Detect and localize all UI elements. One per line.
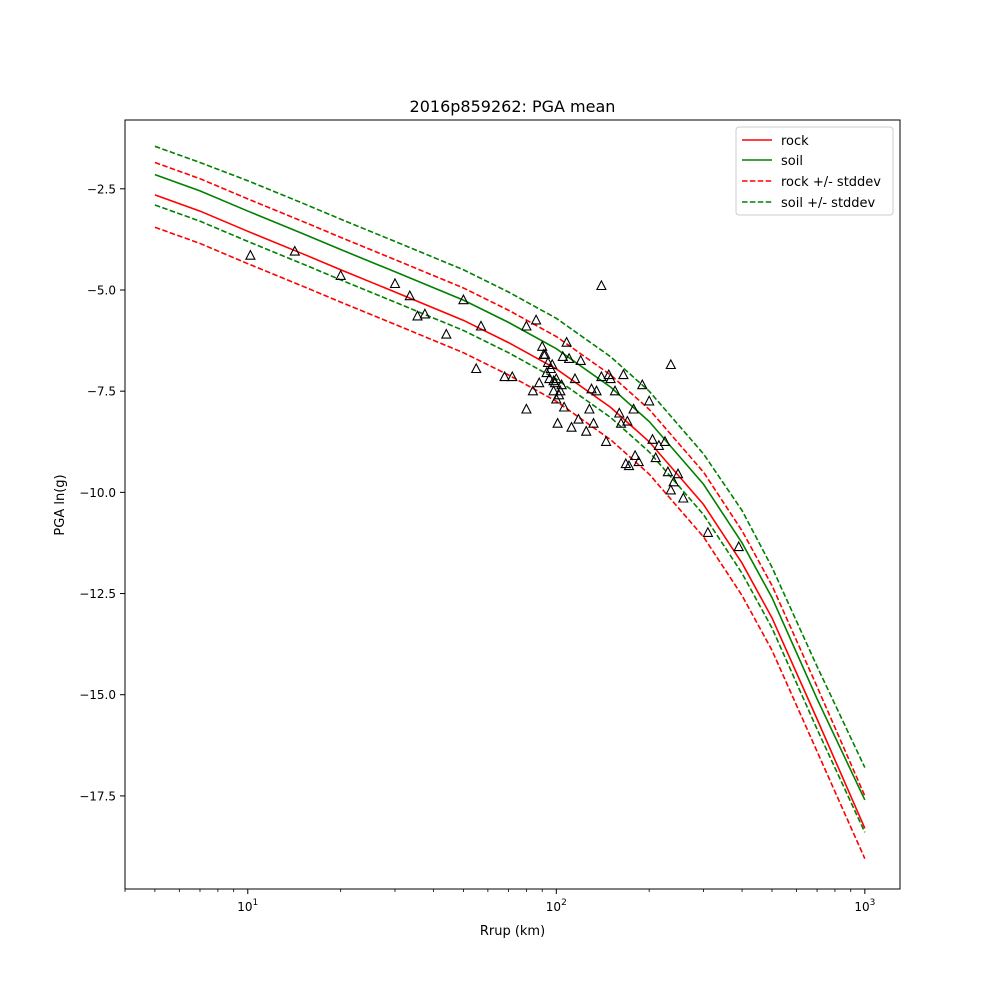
- y-axis: −2.5 −5.0 −7.5 −10.0 −12.5 −15.0 −17.5: [79, 182, 125, 803]
- x-tick-exponent: 3: [870, 898, 876, 908]
- observation-point: [580, 425, 592, 436]
- observation-point: [556, 378, 568, 390]
- observation-point: [633, 455, 645, 467]
- observation-point: [457, 293, 469, 305]
- observation-point: [591, 385, 602, 396]
- observation-point: [548, 385, 560, 396]
- y-tick-label: −7.5: [87, 385, 116, 399]
- y-tick-label: −15.0: [79, 688, 116, 702]
- observation-point: [244, 249, 256, 260]
- observation-point: [546, 358, 558, 370]
- legend-label-soil: soil: [781, 154, 803, 169]
- x-tick-exponent: 2: [561, 898, 567, 908]
- legend-label-soil-stddev: soil +/- stddev: [781, 196, 876, 211]
- observation-point: [475, 320, 487, 331]
- observation-point: [575, 354, 587, 365]
- observation-point: [533, 376, 545, 388]
- observation-point: [647, 433, 658, 444]
- observation-point: [520, 403, 532, 414]
- observation-point: [470, 362, 482, 374]
- observation-point: [412, 310, 423, 321]
- observation-point: [583, 403, 595, 414]
- observation-point: [650, 451, 662, 463]
- observation-point: [527, 385, 539, 396]
- observation-point: [628, 403, 640, 414]
- y-tick-label: −17.5: [79, 789, 116, 803]
- observation-point: [404, 289, 416, 301]
- observation-point: [550, 372, 562, 384]
- observation-point: [440, 328, 452, 339]
- observation-point: [563, 352, 575, 363]
- series-line-5: [154, 204, 866, 833]
- legend-label-rock-stddev: rock +/- stddev: [781, 175, 881, 190]
- observation-point: [621, 415, 633, 426]
- observation-point: [542, 356, 554, 367]
- y-tick-label: −10.0: [79, 486, 116, 500]
- legend: rock soil rock +/- stddev soil +/- stdde…: [735, 126, 894, 216]
- observation-point: [662, 465, 674, 477]
- observation-point: [615, 417, 627, 428]
- observation-point: [389, 277, 401, 289]
- x-tick-exponent: 1: [253, 898, 259, 908]
- observation-point: [702, 526, 714, 537]
- series-line-4: [154, 145, 866, 768]
- chart-title: 2016p859262: PGA mean: [410, 97, 616, 116]
- observation-point: [557, 350, 569, 361]
- observation-point: [573, 413, 584, 424]
- observation-point: [595, 370, 607, 382]
- observation-point: [558, 401, 570, 412]
- observation-point: [605, 372, 617, 384]
- observation-point: [659, 435, 671, 446]
- observation-point: [543, 372, 555, 384]
- observation-point: [677, 492, 689, 503]
- observation-point: [530, 314, 542, 325]
- observation-point: [554, 385, 566, 396]
- y-tick-label: −5.0: [87, 283, 116, 297]
- plot-area: [154, 145, 866, 859]
- observation-point: [636, 378, 648, 390]
- observation-point: [629, 449, 641, 461]
- observation-point: [536, 340, 548, 351]
- observation-point: [520, 320, 532, 331]
- observation-point: [506, 370, 518, 382]
- observation-point: [561, 336, 573, 347]
- observation-point: [289, 245, 301, 256]
- observation-point: [569, 372, 581, 384]
- observation-point: [665, 358, 677, 370]
- observation-point: [499, 370, 511, 382]
- observation-point: [609, 385, 621, 396]
- observation-point: [613, 407, 625, 418]
- series-line-3: [154, 226, 866, 859]
- observation-point: [665, 484, 677, 495]
- legend-box: [735, 126, 894, 216]
- observation-point: [419, 308, 431, 319]
- observation-point: [586, 383, 597, 394]
- series-line-2: [154, 161, 866, 797]
- observation-point: [617, 368, 629, 380]
- axes-frame: [124, 119, 901, 890]
- y-axis-label: PGA ln(g): [53, 474, 68, 535]
- observation-point: [623, 459, 635, 471]
- series-line-1: [154, 173, 866, 801]
- observation-point: [595, 279, 607, 291]
- observation-point: [588, 417, 599, 428]
- observation-point: [733, 540, 745, 552]
- observation-point: [335, 269, 347, 280]
- x-axis-label: Rrup (km): [480, 924, 545, 939]
- observation-point: [566, 421, 577, 432]
- observation-point: [643, 395, 655, 406]
- y-tick-label: −2.5: [87, 182, 116, 196]
- observation-point: [539, 348, 551, 359]
- observation-point: [672, 467, 684, 479]
- observation-point: [552, 417, 564, 428]
- series-line-0: [154, 194, 866, 829]
- observation-point: [600, 435, 612, 446]
- observation-point: [668, 476, 680, 487]
- y-tick-label: −12.5: [79, 587, 116, 601]
- legend-label-rock: rock: [781, 134, 809, 149]
